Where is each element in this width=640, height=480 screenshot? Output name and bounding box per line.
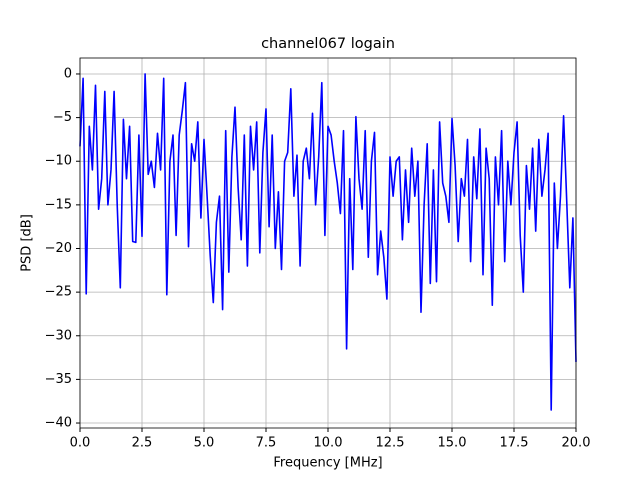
x-tick-label: 2.5: [132, 436, 153, 451]
x-tick-label: 10.0: [314, 436, 343, 451]
y-tick-label: −25: [45, 285, 72, 300]
x-tick-label: 7.5: [256, 436, 277, 451]
y-tick-label: −20: [45, 241, 72, 256]
y-axis-label: PSD [dB]: [20, 214, 35, 272]
y-tick-label: −40: [45, 416, 72, 431]
x-axis-label: Frequency [MHz]: [273, 456, 382, 471]
data-line: [79, 73, 577, 411]
x-tick-label: 17.5: [500, 436, 529, 451]
x-tick-label: 5.0: [194, 436, 215, 451]
plot-frame: [79, 57, 577, 429]
x-tick-label: 0.0: [70, 436, 91, 451]
y-tick-label: −35: [45, 372, 72, 387]
chart-title: channel067 logain: [261, 36, 395, 52]
y-tick-label: 0: [64, 66, 72, 81]
x-tick-label: 15.0: [438, 436, 467, 451]
x-tick-label: 12.5: [376, 436, 405, 451]
x-tick-label: 20.0: [562, 436, 591, 451]
y-tick-label: −5: [53, 110, 72, 125]
y-tick-label: −30: [45, 328, 72, 343]
y-tick-label: −15: [45, 197, 72, 212]
y-tick-label: −10: [45, 154, 72, 169]
